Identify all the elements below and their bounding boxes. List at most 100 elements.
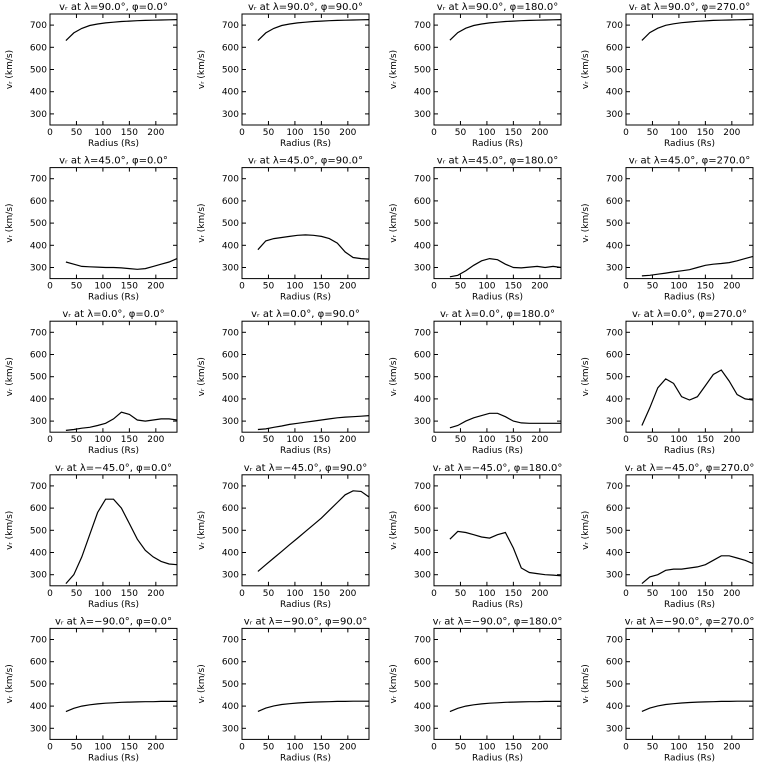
- x-tick-label: 200: [339, 435, 356, 445]
- y-axis-label: vᵣ (km/s): [197, 50, 207, 89]
- x-tick-label: 100: [94, 589, 111, 599]
- x-axis-label: Radius (Rs): [472, 293, 523, 303]
- x-tick-label: 100: [478, 435, 495, 445]
- x-tick-label: 50: [71, 742, 83, 752]
- y-axis-label: vᵣ (km/s): [581, 664, 591, 703]
- x-axis-label: Radius (Rs): [88, 293, 139, 303]
- x-tick-label: 0: [47, 589, 53, 599]
- y-tick-label: 700: [414, 636, 431, 646]
- y-tick-label: 500: [606, 373, 623, 383]
- chart-title: vᵣ at λ=−45.0°, φ=90.0°: [244, 463, 367, 474]
- y-tick-label: 500: [30, 373, 47, 383]
- x-tick-label: 100: [478, 589, 495, 599]
- plot-frame: [241, 320, 370, 433]
- x-tick-label: 0: [623, 128, 629, 138]
- x-tick-label: 200: [723, 282, 740, 292]
- chart-title: vᵣ at λ=−90.0°, φ=180.0°: [433, 616, 563, 627]
- chart-title: vᵣ at λ=45.0°, φ=180.0°: [437, 156, 558, 167]
- x-tick-label: 0: [623, 742, 629, 752]
- chart-title: vᵣ at λ=0.0°, φ=90.0°: [251, 309, 360, 320]
- data-line: [65, 700, 177, 713]
- x-tick-label: 100: [478, 282, 495, 292]
- plot-frame: [49, 13, 178, 126]
- y-tick-label: 600: [222, 197, 239, 207]
- y-tick-label: 300: [30, 571, 47, 581]
- y-tick-label: 300: [414, 417, 431, 427]
- x-tick-label: 200: [531, 589, 548, 599]
- x-tick-label: 150: [697, 282, 714, 292]
- x-tick-label: 0: [431, 589, 437, 599]
- x-tick-label: 200: [531, 282, 548, 292]
- y-tick-label: 300: [222, 571, 239, 581]
- x-tick-label: 50: [263, 128, 275, 138]
- y-tick-label: 300: [222, 417, 239, 427]
- x-axis-label: Radius (Rs): [88, 600, 139, 610]
- x-tick-label: 150: [121, 435, 138, 445]
- x-tick-label: 150: [121, 282, 138, 292]
- y-tick-label: 400: [606, 241, 623, 251]
- x-axis-label: Radius (Rs): [280, 446, 331, 456]
- x-tick-label: 100: [478, 742, 495, 752]
- chart-title: vᵣ at λ=−90.0°, φ=90.0°: [244, 616, 367, 627]
- y-tick-label: 300: [414, 571, 431, 581]
- x-tick-label: 100: [94, 128, 111, 138]
- chart-title: vᵣ at λ=0.0°, φ=270.0°: [632, 309, 747, 320]
- y-tick-label: 700: [414, 328, 431, 338]
- plot-frame: [433, 320, 562, 433]
- y-tick-label: 500: [414, 66, 431, 76]
- y-tick-label: 600: [222, 658, 239, 668]
- x-tick-label: 100: [478, 128, 495, 138]
- y-tick-label: 500: [222, 373, 239, 383]
- y-axis-label: vᵣ (km/s): [5, 50, 15, 89]
- x-tick-label: 0: [431, 282, 437, 292]
- x-tick-label: 100: [670, 128, 687, 138]
- x-axis-label: Radius (Rs): [88, 139, 139, 149]
- y-tick-label: 600: [222, 43, 239, 53]
- x-tick-label: 100: [94, 282, 111, 292]
- y-tick-label: 600: [606, 351, 623, 361]
- y-tick-label: 500: [222, 680, 239, 690]
- x-tick-label: 150: [313, 282, 330, 292]
- chart-title: vᵣ at λ=45.0°, φ=0.0°: [59, 156, 168, 167]
- x-tick-label: 200: [531, 128, 548, 138]
- y-tick-label: 700: [30, 328, 47, 338]
- y-tick-label: 500: [414, 373, 431, 383]
- y-tick-label: 400: [30, 395, 47, 405]
- x-tick-label: 50: [455, 435, 467, 445]
- y-axis-label: vᵣ (km/s): [389, 203, 399, 242]
- x-tick-label: 50: [647, 589, 659, 599]
- y-tick-label: 700: [30, 175, 47, 185]
- data-line: [641, 700, 753, 712]
- data-line: [65, 258, 178, 270]
- y-tick-label: 700: [606, 175, 623, 185]
- x-tick-label: 200: [531, 742, 548, 752]
- chart-title: vᵣ at λ=−90.0°, φ=270.0°: [625, 616, 755, 627]
- x-tick-label: 200: [147, 589, 164, 599]
- y-tick-label: 700: [606, 21, 623, 31]
- x-axis-label: Radius (Rs): [664, 753, 715, 763]
- x-tick-label: 0: [47, 128, 53, 138]
- x-tick-label: 0: [239, 589, 245, 599]
- x-tick-label: 100: [94, 435, 111, 445]
- x-tick-label: 0: [431, 128, 437, 138]
- x-axis-label: Radius (Rs): [472, 139, 523, 149]
- x-tick-label: 50: [647, 282, 659, 292]
- plot-frame: [49, 627, 178, 740]
- x-axis-label: Radius (Rs): [280, 293, 331, 303]
- x-tick-label: 150: [697, 435, 714, 445]
- x-tick-label: 100: [670, 435, 687, 445]
- y-tick-label: 500: [414, 680, 431, 690]
- y-tick-label: 400: [414, 395, 431, 405]
- x-tick-label: 100: [286, 742, 303, 752]
- y-tick-label: 600: [414, 504, 431, 514]
- y-tick-label: 500: [606, 680, 623, 690]
- x-tick-label: 0: [239, 128, 245, 138]
- y-tick-label: 600: [606, 197, 623, 207]
- y-axis-label: vᵣ (km/s): [389, 511, 399, 550]
- x-tick-label: 200: [723, 589, 740, 599]
- y-tick-label: 300: [606, 571, 623, 581]
- y-tick-label: 400: [414, 702, 431, 712]
- data-line: [641, 555, 754, 585]
- x-tick-label: 50: [263, 435, 275, 445]
- y-tick-label: 700: [222, 175, 239, 185]
